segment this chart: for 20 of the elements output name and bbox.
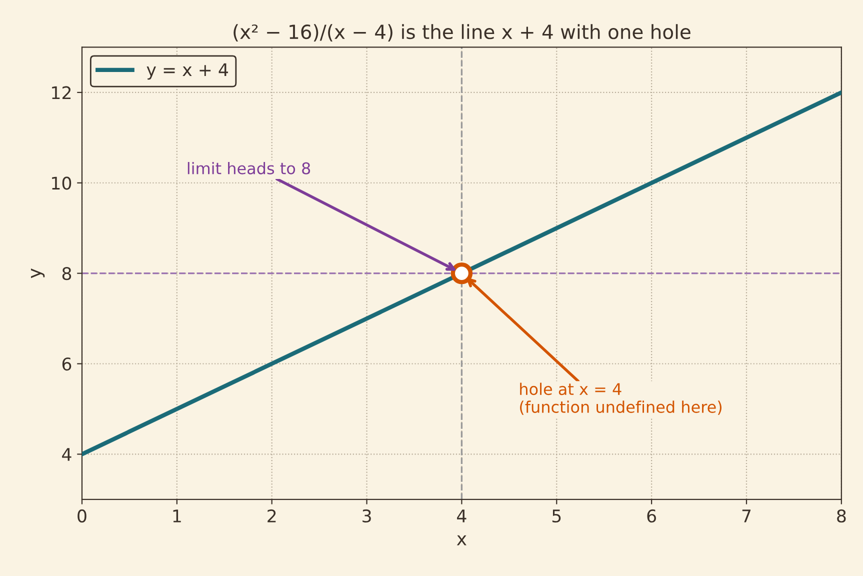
y-tick-label: 8 [62,267,72,280]
annotation: limit heads to 8 [188,162,310,174]
y-tick-label: 12 [52,86,71,100]
x-axis-title: x [456,535,466,546]
chart-title: (x² − 16)/(x − 4) is the line x + 4 with one hole [234,24,690,42]
y-tick-label: 6 [62,357,72,371]
x-tick-label: 5 [552,510,561,523]
legend-label: y = x + 4 [146,63,228,80]
y-tick-label: 4 [62,448,72,461]
x-tick-label: 1 [173,510,181,522]
x-tick-label: 3 [362,509,371,523]
annotation: hole at x = 4 (function undefined here) [520,382,722,415]
x-tick-label: 7 [742,510,751,522]
x-tick-label: 0 [78,509,86,523]
x-tick-label: 4 [457,510,466,522]
x-tick-label: 6 [647,509,656,523]
x-tick-label: 2 [268,509,276,522]
y-tick-label: 10 [52,176,72,190]
y-axis-title: y [30,268,45,278]
x-tick-label: 8 [837,509,846,523]
